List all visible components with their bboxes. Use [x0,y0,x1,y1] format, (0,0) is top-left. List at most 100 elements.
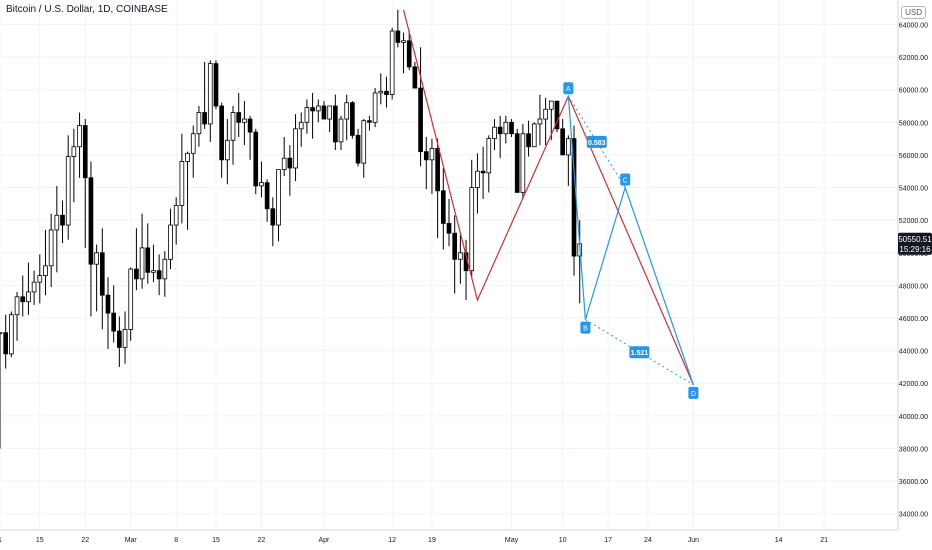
ratio-badge [586,135,607,148]
candle-body [173,205,179,226]
candle-body [207,63,213,125]
time-tick-label: 24 [644,537,652,544]
candle-body [156,270,162,280]
candle-body [111,312,117,332]
candle-body [497,126,503,135]
candle-body [94,252,99,265]
candle-body [3,332,9,355]
candle-body [230,112,236,141]
candle-body [287,157,293,169]
chart-grid [0,0,898,530]
price-tick-label: 56000.00 [899,153,928,160]
candle-body [406,40,412,68]
time-tick-label: 15 [36,537,44,544]
bar-countdown: 15:29:16 [899,245,931,254]
candle-body [492,126,497,140]
candle-body [168,224,173,260]
candle-body [509,121,514,135]
candle-body [429,147,435,161]
candle-body [327,105,332,120]
candle-body [566,138,571,156]
candle-body [531,123,537,148]
candle-body [259,182,264,187]
candle-body [134,268,139,280]
candle-body [293,128,298,169]
candle-body [304,107,310,123]
candle-body [452,232,458,260]
harmonic-pattern-drawing[interactable]: 0.583 1.521 A B C D [402,9,699,399]
time-tick-label: 22 [81,537,89,544]
pattern-point-label: C [623,178,628,185]
xabcd-red-path [402,9,694,386]
time-tick-label: Apr [319,537,331,544]
price-tick-label: 44000.00 [899,349,928,356]
candle-body [350,102,355,136]
candle-body [418,87,423,153]
time-tick-label: 8 [174,537,178,544]
time-tick-label: 14 [775,537,783,544]
price-axis[interactable]: 34000.00 36000.00 38000.00 40000.00 42000.00… [897,0,932,550]
candle-body [458,252,463,260]
candle-body [503,121,509,135]
last-price-tag: 50550.51 15:29:16 [898,232,932,255]
candle-body [372,92,378,123]
price-tick-label: 42000.00 [899,381,928,388]
price-tick-label: 40000.00 [899,414,928,421]
candle-body [395,30,401,43]
candle-body [355,134,361,164]
candle-body [71,146,77,157]
candle-body [315,105,321,112]
candle-body [202,112,207,125]
price-tick-label: 54000.00 [899,186,928,193]
time-tick-label: 21 [820,537,828,544]
candle-body [190,133,196,154]
pattern-point-label: D [691,391,696,398]
candle-body [543,108,548,120]
candle-body [14,296,20,316]
candle-body [560,128,566,156]
candle-body [105,294,111,314]
candle-body [276,169,281,226]
candle-body [60,214,65,226]
candle-body [247,118,253,133]
candle-body [253,131,259,187]
time-tick-label: 12 [388,537,396,544]
time-tick-label: 19 [428,537,436,544]
candle-body [378,90,384,94]
candle-body [435,147,440,192]
candle-body [480,170,486,174]
candle-body [520,133,526,193]
time-tick-label: 15 [212,537,220,544]
candle-body [185,152,190,162]
candle-body [514,133,520,193]
candle-body [486,138,492,174]
price-tick-label: 48000.00 [899,283,928,290]
candle-body [162,258,168,280]
price-tick-label: 62000.00 [899,55,928,62]
pattern-point-badge [620,173,631,186]
candle-body [367,120,372,123]
candle-body [270,208,276,226]
candle-body [65,156,71,226]
price-tick-label: 46000.00 [899,316,928,323]
ratio-dotted-line [585,319,694,386]
currency-button[interactable]: USD [901,6,926,19]
time-tick-label: 22 [258,537,266,544]
candle-body [219,105,224,161]
candle-body [37,275,43,283]
time-axis[interactable]: 1 15 22 Mar 8 15 22 Apr 12 19 May 10 17 24 Jun 14 21 [0,529,898,544]
candle-body [344,102,350,120]
candle-body [196,112,202,135]
price-tick-label: 52000.00 [899,218,928,225]
candle-body [26,291,31,303]
price-tick-label: 64000.00 [899,22,928,29]
candle-body [43,265,48,277]
ratio-badge [629,346,650,359]
candle-body [122,329,128,348]
price-tick-label: 58000.00 [899,120,928,127]
candle-body [99,252,105,296]
candle-body [469,187,475,272]
candle-body [82,125,88,179]
time-tick-label: 17 [604,537,612,544]
